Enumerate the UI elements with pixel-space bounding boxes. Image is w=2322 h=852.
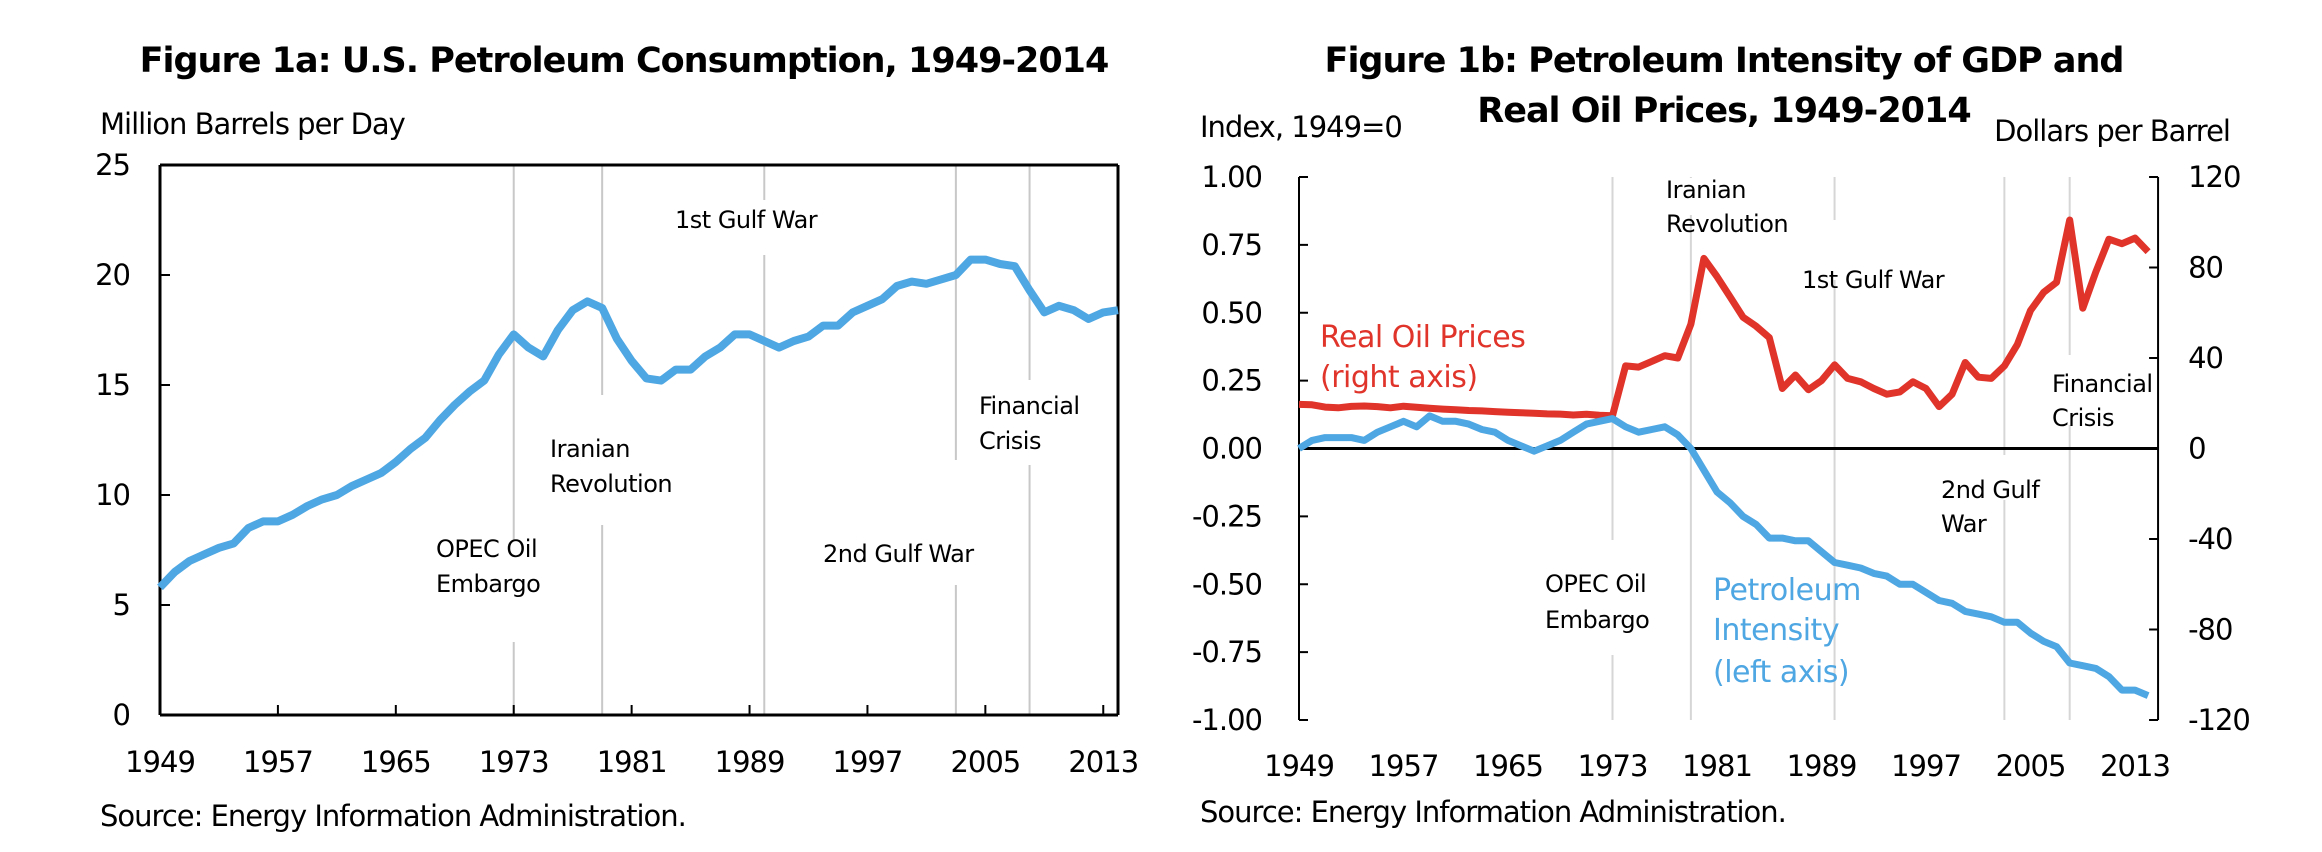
event-label: 2nd Gulf War: [823, 540, 974, 568]
x-tick-label: 2013: [1068, 745, 1138, 779]
figure-1b-right-axis-label: Dollars per Barrel: [1994, 114, 2230, 148]
x-tick-label: 1957: [1369, 749, 1439, 783]
x-tick-label: 1965: [1473, 749, 1543, 783]
x-tick-label: 2005: [950, 745, 1020, 779]
left-y-tick-label: -0.50: [1192, 567, 1262, 601]
legend-intensity: Intensity: [1713, 613, 1839, 648]
event-label: Embargo: [1545, 606, 1649, 634]
x-tick-label: 1989: [1787, 749, 1857, 783]
event-label: War: [1941, 510, 1987, 538]
y-tick-label: 20: [95, 258, 130, 292]
event-label: Financial: [2052, 370, 2153, 398]
x-tick-label: 1981: [1682, 749, 1752, 783]
figure-1a-y-axis-label: Million Barrels per Day: [100, 107, 406, 141]
x-tick-label: 1997: [1891, 749, 1961, 783]
left-y-tick-label: 0.25: [1201, 364, 1262, 398]
y-tick-label: 15: [95, 368, 130, 402]
left-y-tick-label: 1.00: [1201, 160, 1262, 194]
figure-1b-title-line2: Real Oil Prices, 1949-2014: [1477, 91, 1970, 131]
left-y-tick-label: -1.00: [1192, 703, 1262, 737]
y-tick-label: 25: [95, 148, 130, 182]
right-y-tick-label: 80: [2188, 251, 2223, 285]
real-oil-price-line: [1298, 216, 2151, 420]
x-tick-label: 1949: [1264, 749, 1334, 783]
x-tick-label: 1973: [479, 745, 549, 779]
left-y-tick-label: 0.50: [1201, 296, 1262, 330]
y-tick-label: 0: [113, 698, 130, 732]
x-tick-label: 1989: [715, 745, 785, 779]
event-label: OPEC Oil: [1545, 570, 1646, 598]
figure-1b-left-axis-label: Index, 1949=0: [1200, 110, 1402, 144]
legend-real-oil-prices: Real Oil Prices: [1320, 320, 1525, 355]
left-y-tick-label: -0.25: [1192, 499, 1262, 533]
event-label: OPEC Oil: [436, 535, 537, 563]
figure-1b: 1.00 0.75 0.50 0.25 0.00 -0.25 -0.50 -0.75 -1.00…: [1192, 160, 2251, 783]
x-tick-label: 2013: [2100, 749, 2170, 783]
consumption-line: [157, 255, 1119, 591]
petroleum-intensity-line: [1297, 412, 2150, 699]
x-tick-label: 1997: [833, 745, 903, 779]
event-label: Iranian: [550, 435, 630, 463]
event-label: Revolution: [550, 470, 672, 498]
legend-left-axis-note: (left axis): [1713, 655, 1849, 690]
left-y-tick-label: -0.75: [1192, 635, 1262, 669]
event-label: Embargo: [436, 570, 540, 598]
x-tick-label: 2005: [1996, 749, 2066, 783]
figure-1a-source: Source: Energy Information Administratio…: [100, 799, 686, 833]
x-tick-label: 1965: [361, 745, 431, 779]
left-y-tick-label: 0.75: [1201, 228, 1262, 262]
x-tick-label: 1957: [243, 745, 313, 779]
right-y-tick-label: 40: [2188, 341, 2223, 375]
legend-petroleum: Petroleum: [1713, 573, 1861, 608]
right-y-tick-label: 0: [2188, 432, 2205, 466]
figure-1a: 0 5 10 15 20 25 1949 1957 1965 1973 1981 1989 1997 20…: [95, 148, 1139, 779]
y-tick-label: 10: [95, 478, 130, 512]
figure-1b-title-line1: Figure 1b: Petroleum Intensity of GDP an…: [1325, 41, 2124, 81]
x-tick-label: 1949: [125, 745, 195, 779]
event-label: 2nd Gulf: [1941, 476, 2040, 504]
x-tick-label: 1981: [597, 745, 667, 779]
figure-1a-title: Figure 1a: U.S. Petroleum Consumption, 1…: [140, 41, 1109, 81]
event-label: Crisis: [2052, 404, 2114, 432]
event-label: 1st Gulf War: [675, 206, 818, 234]
right-y-tick-label: -80: [2188, 613, 2232, 647]
event-label: Crisis: [979, 427, 1041, 455]
right-y-tick-label: -120: [2188, 703, 2250, 737]
y-tick-label: 5: [113, 588, 130, 622]
event-label: Iranian: [1666, 176, 1746, 204]
x-tick-label: 1973: [1578, 749, 1648, 783]
right-y-tick-label: 120: [2188, 160, 2240, 194]
left-y-tick-label: 0.00: [1201, 432, 1262, 466]
event-label: Revolution: [1666, 210, 1788, 238]
figure-1b-source: Source: Energy Information Administratio…: [1200, 795, 1786, 829]
event-label: Financial: [979, 392, 1080, 420]
event-label: 1st Gulf War: [1802, 266, 1945, 294]
legend-right-axis-note: (right axis): [1320, 360, 1478, 395]
right-y-tick-label: -40: [2188, 522, 2232, 556]
